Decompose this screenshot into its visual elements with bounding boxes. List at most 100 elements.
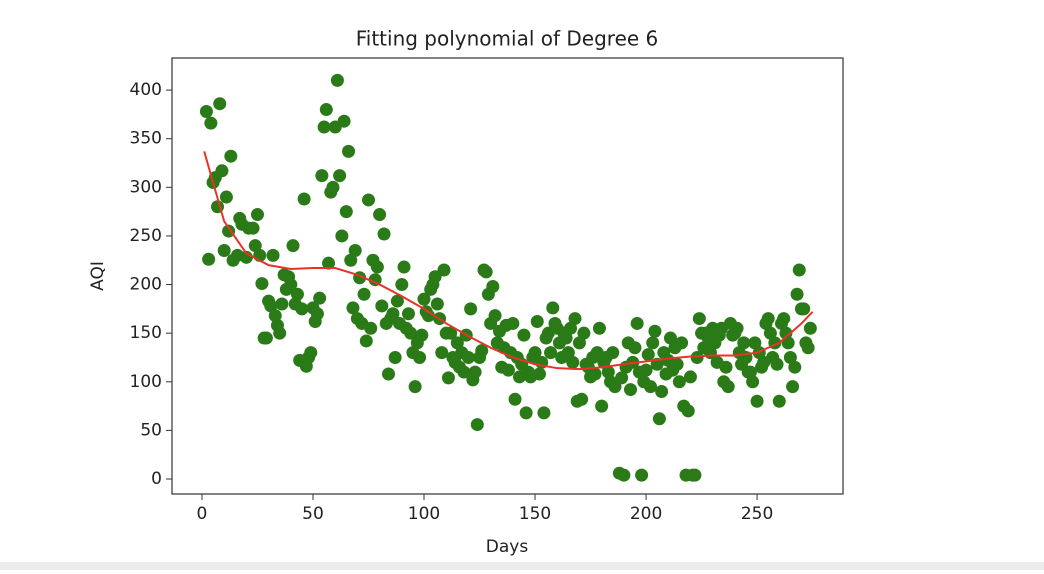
scatter-point [783,350,797,364]
scatter-point [313,291,327,305]
scatter-point [672,375,686,389]
scatter-point [339,205,353,219]
scatter-point [681,404,695,418]
scatter-point [648,324,662,338]
scatter-point [388,350,402,364]
scatter-point [517,328,531,342]
scatter-point [295,302,309,316]
scatter-point [639,363,653,377]
scatter-point [630,316,644,330]
scatter-point [772,394,786,408]
scatter-point [786,380,800,394]
scatter-point [588,367,602,381]
scatter-point [219,190,233,204]
scatter-point [266,248,280,262]
fit-line [203,151,814,371]
scatter-point [275,297,289,311]
scatter-point [663,331,677,345]
scatter-point [359,334,373,348]
scatter-point [628,341,642,355]
scatter-point [781,336,795,350]
scatter-point [297,192,311,206]
scatter-point [417,292,431,306]
scatter-point [468,365,482,379]
scatter-point [435,346,449,360]
scatter-point [333,169,347,183]
scatter-point [430,297,444,311]
scatter-point [370,260,384,274]
scatter-point [346,301,360,315]
scatter-point [348,244,362,258]
scatter-point [690,350,704,364]
scatter-point [224,149,238,163]
scatter-point [357,287,371,301]
scatter-point [803,321,817,335]
scatter-point [315,169,329,183]
axes-frame [171,57,844,495]
y-tick-label: 250 [130,226,162,246]
scatter-point [748,336,762,350]
y-tick-label: 0 [151,469,162,489]
scatter-point [801,341,815,355]
chart-title: Fitting polynomial of Degree 6 [356,27,659,51]
scatter-point [635,468,649,482]
scatter-point [683,370,697,384]
x-tick-label: 100 [408,504,440,524]
y-tick-label: 300 [130,177,162,197]
scatter-point [568,312,582,326]
x-tick-label: 250 [741,504,773,524]
scatter-point [641,348,655,362]
scatter-point [470,418,484,432]
scatter-point [488,309,502,323]
scatter-point [317,120,331,134]
scatter-point [537,406,551,420]
scatter-point [259,331,273,345]
scatter-point [246,221,260,235]
scatter-point [441,371,455,385]
y-tick-label: 150 [130,323,162,343]
scatter-point [415,328,429,342]
x-tick-label: 200 [630,504,662,524]
scatter-point [461,350,475,364]
scatter-point [397,260,411,274]
scatter-point [792,263,806,277]
scatter-point [364,321,378,335]
scatter-point [737,336,751,350]
scatter-point [601,365,615,379]
scatter-point [310,307,324,321]
scatter-point [779,326,793,340]
scatter-point [199,104,213,118]
scatter-point [284,278,298,292]
scatter-point [319,103,333,117]
scatter-point [373,208,387,222]
scatter-point [217,244,231,258]
y-axis-label: AQI [88,261,108,291]
scatter-point [404,326,418,340]
scatter-point [519,406,533,420]
scatter-point [268,309,282,323]
scatter-point [770,357,784,371]
scatter-point [450,336,464,350]
scatter-point [479,265,493,279]
scatter-point [248,239,262,253]
scatter-point [344,253,358,267]
scatter-point [250,208,264,222]
scatter-point [204,116,218,130]
scatter-point [624,383,638,397]
x-tick-label: 150 [519,504,551,524]
scatter-point [377,227,391,241]
scatter-point [719,360,733,374]
scatter-point [546,301,560,315]
scatter-point [750,394,764,408]
scatter-point [655,385,669,399]
x-axis-label: Days [486,537,529,557]
scatter-point [222,224,236,238]
scatter-point [381,367,395,381]
scatter-point [670,357,684,371]
scatter-point [675,336,689,350]
scatter-point [506,316,520,330]
scatter-point [444,326,458,340]
scatter-point [475,344,489,358]
